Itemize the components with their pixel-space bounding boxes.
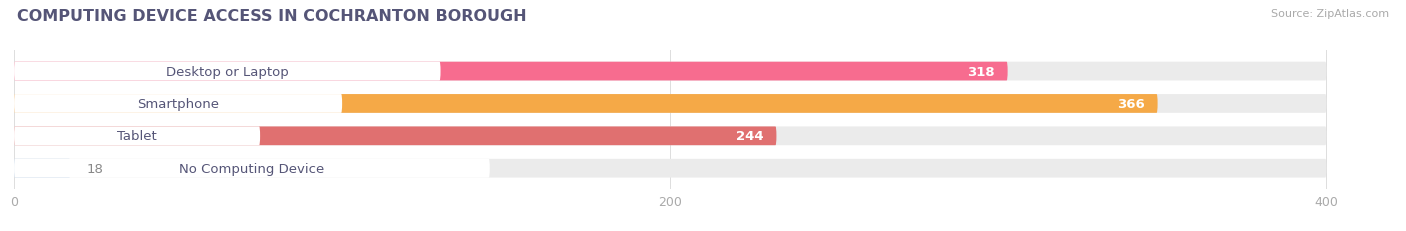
FancyBboxPatch shape <box>14 62 1326 81</box>
Text: No Computing Device: No Computing Device <box>180 162 325 175</box>
Text: COMPUTING DEVICE ACCESS IN COCHRANTON BOROUGH: COMPUTING DEVICE ACCESS IN COCHRANTON BO… <box>17 9 526 24</box>
FancyBboxPatch shape <box>14 159 70 178</box>
FancyBboxPatch shape <box>14 127 1326 146</box>
FancyBboxPatch shape <box>14 62 440 81</box>
FancyBboxPatch shape <box>14 159 489 178</box>
FancyBboxPatch shape <box>14 95 1326 113</box>
FancyBboxPatch shape <box>14 95 342 113</box>
Text: 318: 318 <box>967 65 994 78</box>
Text: 244: 244 <box>735 130 763 143</box>
Text: 18: 18 <box>87 162 104 175</box>
FancyBboxPatch shape <box>14 62 1008 81</box>
FancyBboxPatch shape <box>14 127 260 146</box>
Text: Source: ZipAtlas.com: Source: ZipAtlas.com <box>1271 9 1389 19</box>
Text: 366: 366 <box>1116 97 1144 110</box>
Text: Smartphone: Smartphone <box>138 97 219 110</box>
Text: Desktop or Laptop: Desktop or Laptop <box>166 65 288 78</box>
FancyBboxPatch shape <box>14 127 776 146</box>
FancyBboxPatch shape <box>14 159 1326 178</box>
FancyBboxPatch shape <box>14 95 1157 113</box>
Text: Tablet: Tablet <box>117 130 157 143</box>
